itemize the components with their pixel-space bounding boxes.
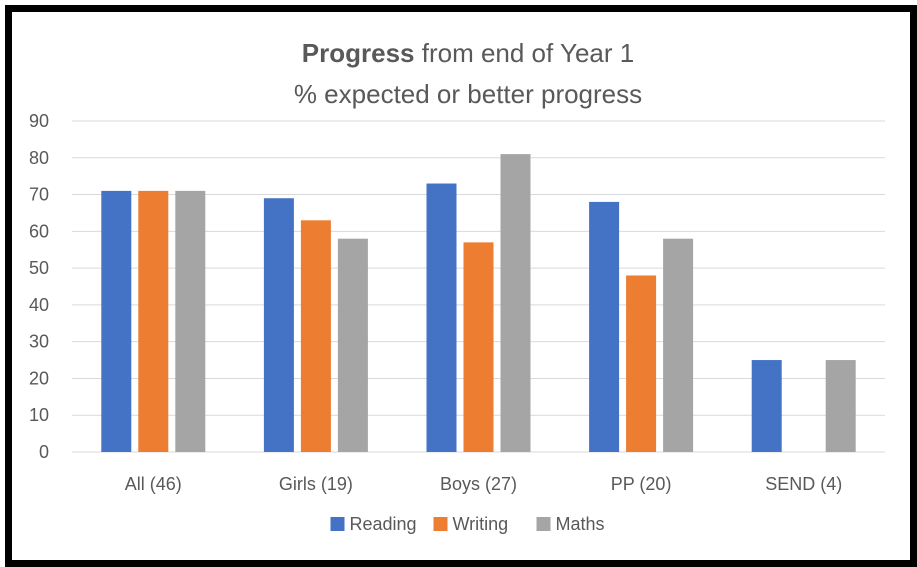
bar-writing	[626, 275, 657, 452]
chart-title-rest: from end of Year 1	[415, 38, 635, 68]
bar-maths	[825, 360, 856, 452]
bars	[101, 154, 856, 452]
bar-reading	[589, 201, 620, 452]
bar-maths	[337, 238, 368, 452]
category-label: PP (20)	[611, 474, 672, 494]
bar-maths	[500, 154, 531, 452]
y-tick-label: 90	[29, 111, 49, 131]
bar-reading	[263, 198, 294, 452]
category-label: All (46)	[125, 474, 182, 494]
y-tick-label: 30	[29, 332, 49, 352]
category-label: Girls (19)	[279, 474, 353, 494]
category-label: SEND (4)	[765, 474, 842, 494]
y-tick-label: 10	[29, 405, 49, 425]
y-tick-label: 0	[39, 442, 49, 462]
category-label: Boys (27)	[440, 474, 517, 494]
bar-maths	[175, 190, 206, 452]
legend: Reading Writing Maths	[330, 514, 605, 534]
bar-reading	[751, 360, 782, 452]
bar-writing	[463, 242, 494, 452]
bar-writing	[300, 220, 331, 452]
y-tick-label: 70	[29, 185, 49, 205]
x-axis-categories: All (46) Girls (19) Boys (27) PP (20) SEND (…	[125, 474, 842, 494]
legend-swatch-reading	[330, 517, 345, 531]
chart-subtitle: % expected or better progress	[294, 79, 642, 109]
y-tick-label: 20	[29, 368, 49, 388]
y-tick-label: 60	[29, 221, 49, 241]
y-tick-label: 50	[29, 258, 49, 278]
chart-title: Progress from end of Year 1	[302, 38, 634, 68]
y-tick-label: 40	[29, 295, 49, 315]
gridlines	[72, 120, 885, 453]
bar-reading	[426, 183, 457, 452]
chart-title-bold: Progress	[302, 38, 415, 68]
legend-label-reading: Reading	[350, 514, 417, 534]
y-tick-label: 80	[29, 148, 49, 168]
legend-swatch-writing	[433, 517, 448, 531]
legend-label-writing: Writing	[453, 514, 509, 534]
y-axis-ticks: 0 10 20 30 40 50 60 70 80 90	[29, 111, 49, 462]
bar-writing	[138, 190, 169, 452]
bar-maths	[663, 238, 694, 452]
legend-label-maths: Maths	[556, 514, 605, 534]
bar-reading	[101, 190, 132, 452]
legend-swatch-maths	[536, 517, 551, 531]
